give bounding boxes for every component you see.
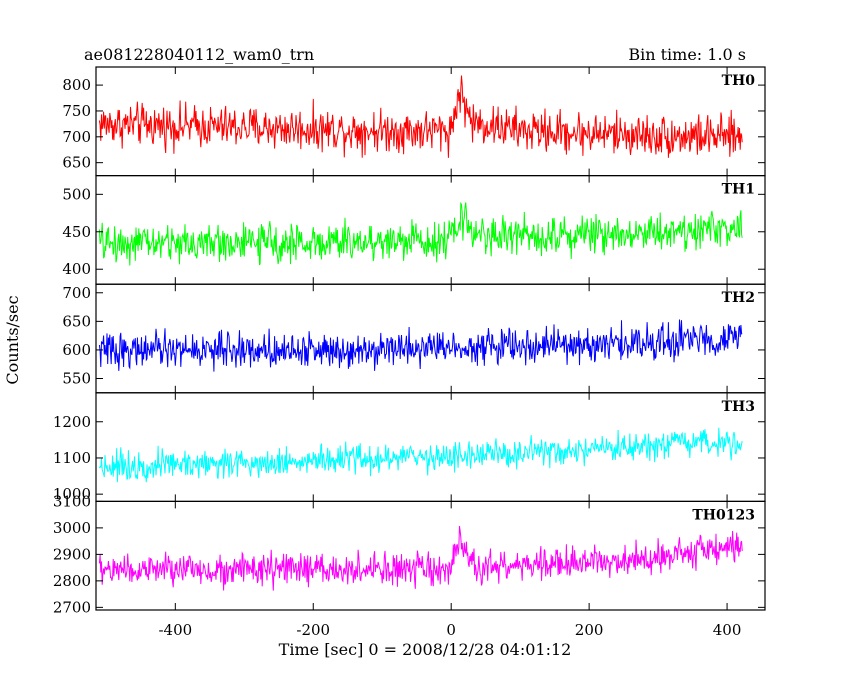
y-tick-label: 3100: [53, 492, 91, 510]
series-line-th0123: [98, 526, 743, 591]
y-tick-label: 1200: [53, 413, 91, 431]
y-tick-label: 700: [62, 128, 91, 146]
x-tick-label: 400: [713, 621, 742, 639]
y-tick-label: 2800: [53, 572, 91, 590]
y-tick-label: 2700: [53, 598, 91, 616]
panel-label: TH0123: [692, 507, 755, 523]
y-tick-label: 650: [62, 312, 91, 330]
series-line-th2: [98, 319, 743, 372]
y-tick-label: 1000: [53, 485, 91, 503]
y-tick-label: 650: [62, 154, 91, 172]
y-tick-label: 550: [62, 370, 91, 388]
y-tick-label: 800: [62, 76, 91, 94]
x-axis-label: Time [sec] 0 = 2008/12/28 04:01:12: [279, 640, 572, 659]
panels-group: 650 700 750 800 TH0 400 450 500 TH1 550 600 650 700 T…: [53, 66, 766, 639]
panel-label: TH2: [722, 290, 755, 306]
y-tick-label: 3000: [53, 519, 91, 537]
y-tick-label: 450: [62, 223, 91, 241]
panel-frame: [95, 500, 766, 611]
y-tick-label: 600: [62, 341, 91, 359]
panel-label: TH1: [722, 182, 755, 198]
series-line-th0: [98, 75, 743, 158]
y-tick-label: 750: [62, 102, 91, 120]
y-tick-label: 700: [62, 284, 91, 302]
series-line-th3: [98, 427, 743, 483]
y-axis-label: Counts/sec: [3, 295, 22, 384]
panel-th2: 550 600 650 700 TH2: [62, 283, 766, 394]
y-tick-label: 1100: [53, 449, 91, 467]
chart-title-left: ae081228040112_wam0_trn: [84, 45, 314, 64]
panel-th0123: 2700 2800 2900 3000 3100 TH0123: [53, 492, 766, 616]
series-line-th1: [98, 201, 743, 266]
y-tick-label: 400: [62, 260, 91, 278]
panel-th1: 400 450 500 TH1: [62, 175, 766, 285]
panel-label: TH0: [722, 73, 756, 89]
x-tick-label: -400: [158, 621, 192, 639]
y-tick-label: 2900: [53, 545, 91, 563]
panel-label: TH3: [722, 399, 755, 415]
y-tick-label: 500: [62, 185, 91, 203]
panel-th0: 650 700 750 800 TH0: [62, 66, 766, 177]
x-tick-label: 0: [446, 621, 456, 639]
x-tick-label: -200: [296, 621, 330, 639]
chart-title-right: Bin time: 1.0 s: [628, 45, 746, 64]
x-tick-label: 200: [575, 621, 604, 639]
panel-th3: 1000 1100 1200 TH3: [53, 392, 766, 503]
